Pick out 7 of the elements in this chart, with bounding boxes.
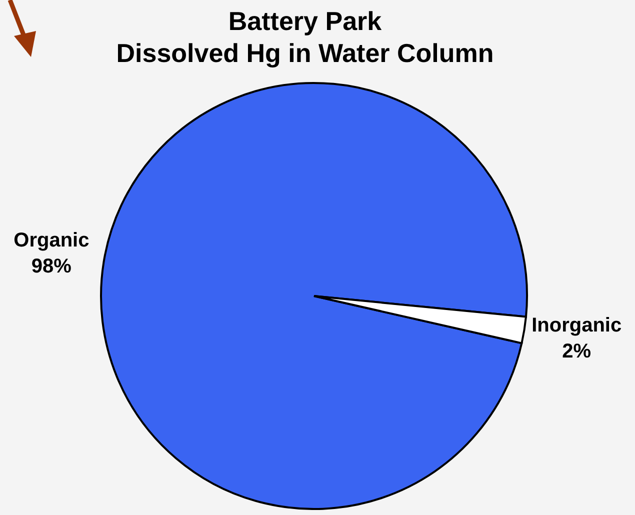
- slice-label: Organic: [14, 229, 90, 252]
- chart-title: Battery Park: [228, 6, 382, 36]
- slice-label: Inorganic: [532, 314, 622, 337]
- data-label: 2%: [562, 340, 592, 363]
- chart-subtitle: Dissolved Hg in Water Column: [116, 38, 494, 68]
- pie-slice: [100, 82, 528, 510]
- data-label: 98%: [31, 255, 72, 278]
